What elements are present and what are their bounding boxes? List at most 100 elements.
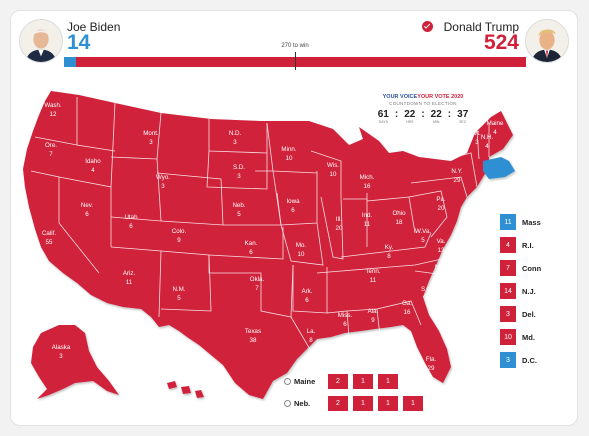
state-ala[interactable]: Ala. 9: [368, 308, 379, 324]
state-wyo[interactable]: Wyo. 3: [156, 174, 170, 190]
state-wis[interactable]: Wis. 10: [327, 162, 339, 178]
electoral-map-card: Joe Biden 14 Donald Trump 524 270 to win: [10, 10, 578, 426]
state-vt[interactable]: Vt. 3: [473, 130, 481, 146]
ne-state-n-j[interactable]: 14 N.J.: [500, 283, 536, 299]
state-name-label: La.: [307, 328, 316, 335]
state-neb[interactable]: Neb. 5: [232, 202, 245, 218]
state-texas[interactable]: Texas 38: [245, 328, 261, 344]
state-ev-label: 9: [371, 317, 375, 324]
state-ev-label: 9: [177, 237, 181, 244]
state-ev-label: 3: [161, 183, 165, 190]
state-ev-label: 4: [485, 143, 489, 150]
ne-state-mass[interactable]: 11 Mass: [500, 214, 541, 230]
state-va[interactable]: Va. 13: [437, 238, 446, 254]
state-s-c[interactable]: S.C. 9: [421, 286, 433, 302]
state-mont[interactable]: Mont. 3: [143, 130, 159, 146]
state-la[interactable]: La. 8: [307, 328, 316, 344]
ne-state-ev-box: 3: [500, 306, 516, 322]
state-ore[interactable]: Ore. 7: [45, 142, 57, 158]
split-vote-box: 1: [353, 395, 373, 411]
state-ariz[interactable]: Ariz. 11: [123, 270, 136, 286]
state-name-label: Kan.: [245, 240, 258, 247]
state-ev-label: 38: [250, 337, 257, 344]
state-maine[interactable]: Maine 4: [487, 120, 504, 136]
state-ohio[interactable]: Ohio 18: [392, 210, 406, 226]
state-n-c[interactable]: N.C. 15: [435, 264, 448, 280]
state-mich[interactable]: Mich. 16: [360, 174, 375, 190]
threshold-marker: [295, 52, 296, 70]
state-ev-label: 6: [343, 321, 347, 328]
ne-state-r-i[interactable]: 4 R.I.: [500, 237, 534, 253]
state-name-label: Miss.: [338, 312, 353, 319]
trump-avatar: [525, 19, 569, 63]
ne-state-md[interactable]: 10 Md.: [500, 329, 535, 345]
state-ev-label: 20: [438, 205, 445, 212]
state-ill[interactable]: Ill. 20: [336, 216, 343, 232]
state-name-label: Ark.: [301, 288, 312, 295]
state-name-label: Ore.: [45, 142, 57, 149]
state-pa[interactable]: Pa. 20: [436, 196, 446, 212]
state-name-label: Fla.: [426, 356, 437, 363]
state-calif[interactable]: Calif. 55: [42, 230, 56, 246]
state-name-label: Ohio: [392, 210, 406, 217]
countdown-hours: 22: [404, 109, 416, 120]
radio-icon[interactable]: [284, 377, 291, 385]
state-ev-label: 8: [387, 253, 391, 260]
state-miss[interactable]: Miss. 6: [338, 312, 353, 328]
state-idaho[interactable]: Idaho 4: [85, 158, 101, 174]
results-bar-rep: [76, 57, 526, 67]
countdown-days: 61: [377, 109, 389, 120]
state-s-d[interactable]: S.D. 3: [233, 164, 245, 180]
state-n-y[interactable]: N.Y. 29: [451, 168, 463, 184]
state-ev-label: 5: [421, 237, 425, 244]
ne-state-d-c[interactable]: 3 D.C.: [500, 352, 537, 368]
state-alaska[interactable]: Alaska 3: [52, 344, 71, 360]
right-candidate-name: Donald Trump: [443, 20, 519, 34]
state-n-m[interactable]: N.M. 5: [172, 286, 185, 302]
ne-state-label: Md.: [522, 332, 535, 342]
countdown-title-b: YOUR VOTE 2020: [417, 94, 464, 100]
state-utah[interactable]: Utah 6: [124, 214, 138, 230]
state-tenn[interactable]: Tenn. 11: [365, 268, 380, 284]
split-label: Maine: [294, 376, 316, 386]
state-ev-label: 15: [438, 273, 445, 280]
state-name-label: Calif.: [42, 230, 56, 237]
state-okla[interactable]: Okla. 7: [250, 276, 265, 292]
state-ky[interactable]: Ky. 8: [385, 244, 394, 260]
state-kan[interactable]: Kan. 6: [245, 240, 258, 256]
state-ga[interactable]: Ga. 16: [402, 300, 412, 316]
state-fla[interactable]: Fla. 29: [426, 356, 437, 372]
ne-state-ev-box: 14: [500, 283, 516, 299]
state-w-va[interactable]: W.Va. 5: [415, 228, 431, 244]
split-neb[interactable]: Neb. 2 1 1 1: [284, 395, 428, 411]
state-colo[interactable]: Colo. 9: [172, 228, 187, 244]
state-ev-label: 11: [364, 221, 371, 228]
ne-state-conn[interactable]: 7 Conn: [500, 260, 541, 276]
radio-icon[interactable]: [284, 399, 291, 407]
state-ark[interactable]: Ark. 6: [301, 288, 312, 304]
state-name-label: Ill.: [336, 216, 342, 223]
state-name-label: Utah: [124, 214, 138, 221]
split-vote-box: 1: [378, 373, 398, 389]
state-n-h[interactable]: N.H. 4: [481, 134, 494, 150]
state-iowa[interactable]: Iowa 6: [286, 198, 300, 214]
split-maine[interactable]: Maine 2 1 1: [284, 373, 403, 389]
ne-state-del[interactable]: 3 Del.: [500, 306, 536, 322]
state-name-label: S.D.: [233, 164, 245, 171]
state-wash[interactable]: Wash. 12: [44, 102, 62, 118]
state-mo[interactable]: Mo. 10: [296, 242, 307, 258]
ne-state-label: D.C.: [522, 355, 537, 365]
state-ev-label: 5: [237, 211, 241, 218]
state-nev[interactable]: Nev. 6: [81, 202, 94, 218]
state-name-label: Ala.: [368, 308, 379, 315]
countdown-hours-label: HRS: [406, 120, 414, 124]
state-minn[interactable]: Minn. 10: [281, 146, 296, 162]
state-name-label: N.Y.: [451, 168, 463, 175]
state-n-d[interactable]: N.D. 3: [229, 130, 242, 146]
state-ev-label: 6: [305, 297, 309, 304]
state-name-label: Wis.: [327, 162, 339, 169]
ne-state-ev-box: 4: [500, 237, 516, 253]
state-hawaii[interactable]: Hawaii: [176, 376, 195, 383]
state-ev-label: 6: [249, 249, 253, 256]
state-ind[interactable]: Ind. 11: [362, 212, 373, 228]
